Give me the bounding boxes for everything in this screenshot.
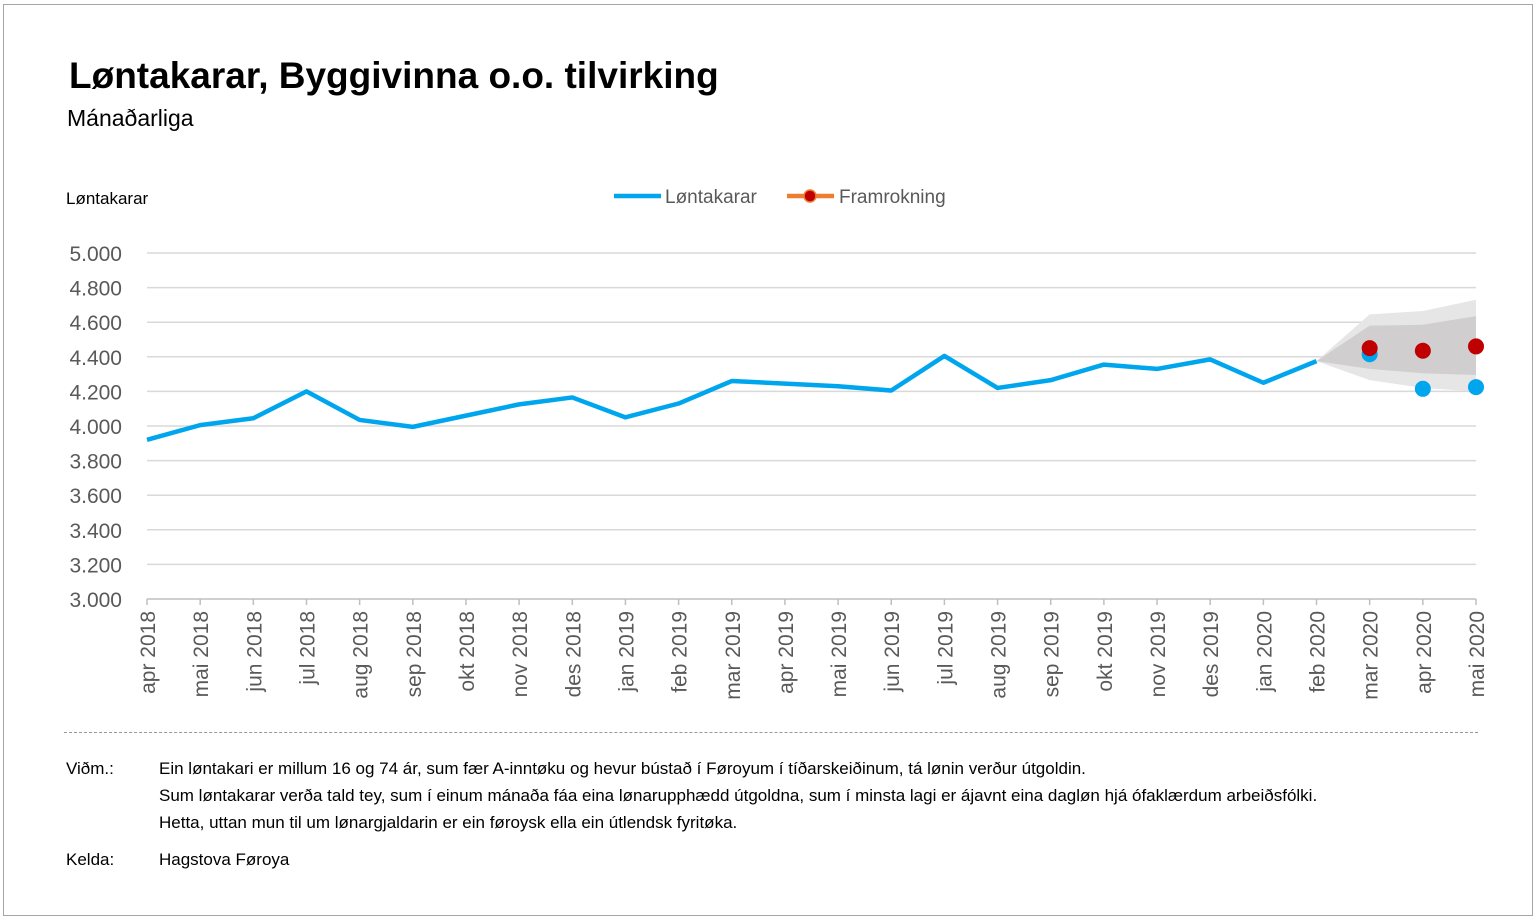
x-tick-label: nov 2019 [1147, 611, 1170, 697]
y-tick-label: 3.000 [69, 589, 122, 612]
x-tick-label: jan 2019 [615, 611, 638, 693]
lontakarar-point [1468, 379, 1484, 396]
x-tick-label: mar 2020 [1360, 611, 1383, 700]
x-tick-label: des 2018 [562, 611, 585, 697]
x-tick-label: mai 2018 [190, 611, 213, 697]
x-tick-label: mai 2020 [1466, 611, 1489, 697]
x-tick-label: jun 2019 [881, 611, 904, 693]
x-tick-label: jan 2020 [1253, 611, 1276, 693]
source-text: Hagstova Føroya [159, 850, 290, 869]
x-tick-label: apr 2019 [775, 611, 798, 694]
x-tick-label: feb 2020 [1307, 611, 1330, 693]
x-tick-label: feb 2019 [669, 611, 692, 693]
note-line: Sum løntakarar verða tald tey, sum í ein… [159, 786, 1318, 805]
framrokning-point [1468, 338, 1484, 355]
x-tick-label: aug 2019 [988, 611, 1011, 699]
y-tick-label: 3.200 [69, 554, 122, 577]
series-line-lontakarar [146, 353, 1318, 443]
y-tick-label: 4.200 [69, 381, 122, 404]
chart-title: Løntakarar, Byggivinna o.o. tilvirking [69, 55, 719, 96]
y-tick-label: 4.400 [69, 347, 122, 370]
x-tick-label: apr 2020 [1413, 611, 1436, 694]
legend-marker-framrokning [803, 189, 817, 203]
y-tick-label: 3.600 [69, 485, 122, 508]
lontakarar-point [1414, 380, 1431, 397]
x-tick-label: apr 2018 [137, 611, 160, 694]
x-tick-label: mai 2019 [828, 611, 851, 697]
forecast-inner-band [1316, 316, 1476, 375]
y-tick-label: 5.000 [69, 243, 122, 266]
chart-frame: Løntakarar, Byggivinna o.o. tilvirking M… [3, 4, 1533, 916]
y-tick-label: 3.800 [69, 451, 122, 474]
x-tick-label: okt 2018 [456, 611, 479, 692]
x-tick-label: des 2019 [1200, 611, 1223, 697]
divider [64, 732, 1478, 733]
line-chart: 3.000 3.200 3.400 3.600 3.800 4.000 4.200 4.400… [69, 187, 1489, 700]
x-tick-label: sep 2018 [403, 611, 426, 697]
framrokning-point [1414, 342, 1431, 359]
notes-label: Viðm.: [66, 759, 114, 778]
x-tick-label: jun 2018 [243, 611, 266, 693]
x-tick-label: jul 2019 [934, 611, 957, 686]
note-line: Hetta, uttan mun til um lønargjaldarin e… [159, 813, 738, 832]
x-tick-label: nov 2018 [509, 611, 532, 697]
chart-subtitle: Mánaðarliga [67, 105, 194, 131]
x-tick-label: jul 2018 [296, 611, 319, 686]
y-axis-label: Løntakarar [66, 189, 149, 208]
x-tick-label: sep 2019 [1041, 611, 1064, 697]
x-tick-label: aug 2018 [350, 611, 373, 699]
source-label: Kelda: [66, 850, 115, 869]
framrokning-point [1361, 340, 1378, 357]
notes-text: Ein løntakari er millum 16 og 74 ár, sum… [159, 755, 1317, 836]
y-tick-label: 3.400 [69, 520, 122, 543]
legend-label-lontakarar: Løntakarar [665, 187, 758, 208]
x-tick-label: okt 2019 [1094, 611, 1117, 692]
y-tick-label: 4.600 [69, 312, 122, 335]
y-tick-label: 4.800 [69, 278, 122, 301]
note-line: Ein løntakari er millum 16 og 74 ár, sum… [159, 759, 1086, 778]
y-tick-label: 4.000 [69, 416, 122, 439]
x-tick-label: mar 2019 [722, 611, 745, 700]
legend-label-framrokning: Framrokning [839, 187, 946, 208]
